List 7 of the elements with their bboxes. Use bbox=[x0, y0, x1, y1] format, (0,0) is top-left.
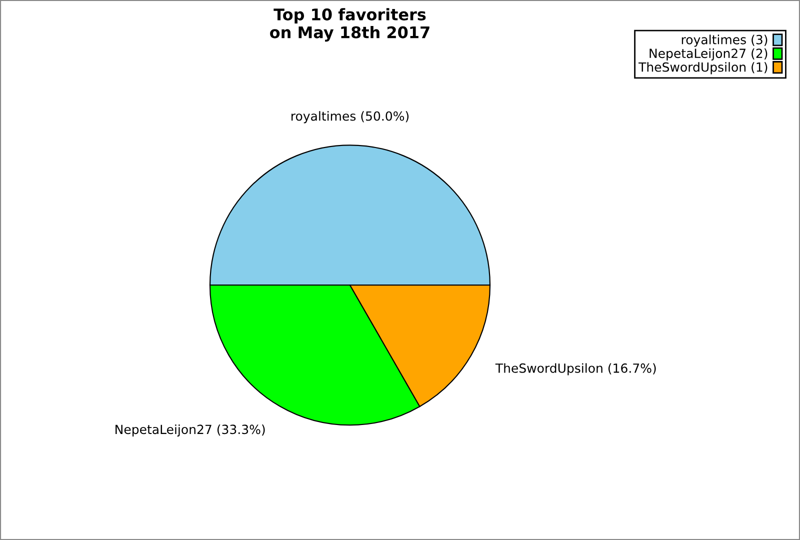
legend-label: royaltimes (3) bbox=[682, 34, 768, 47]
data-label: royaltimes (50.0%) bbox=[292, 111, 409, 124]
chart-title: Top 10 favoriters on May 18th 2017 bbox=[270, 8, 430, 42]
data-label: NepetaLeijon27 (33.3%) bbox=[116, 424, 265, 437]
data-label: TheSwordUpsilon (16.7%) bbox=[495, 363, 656, 376]
legend-label: TheSwordUpsilon (1) bbox=[638, 62, 768, 74]
legend-label: NepetaLeijon27 (2) bbox=[650, 48, 768, 60]
